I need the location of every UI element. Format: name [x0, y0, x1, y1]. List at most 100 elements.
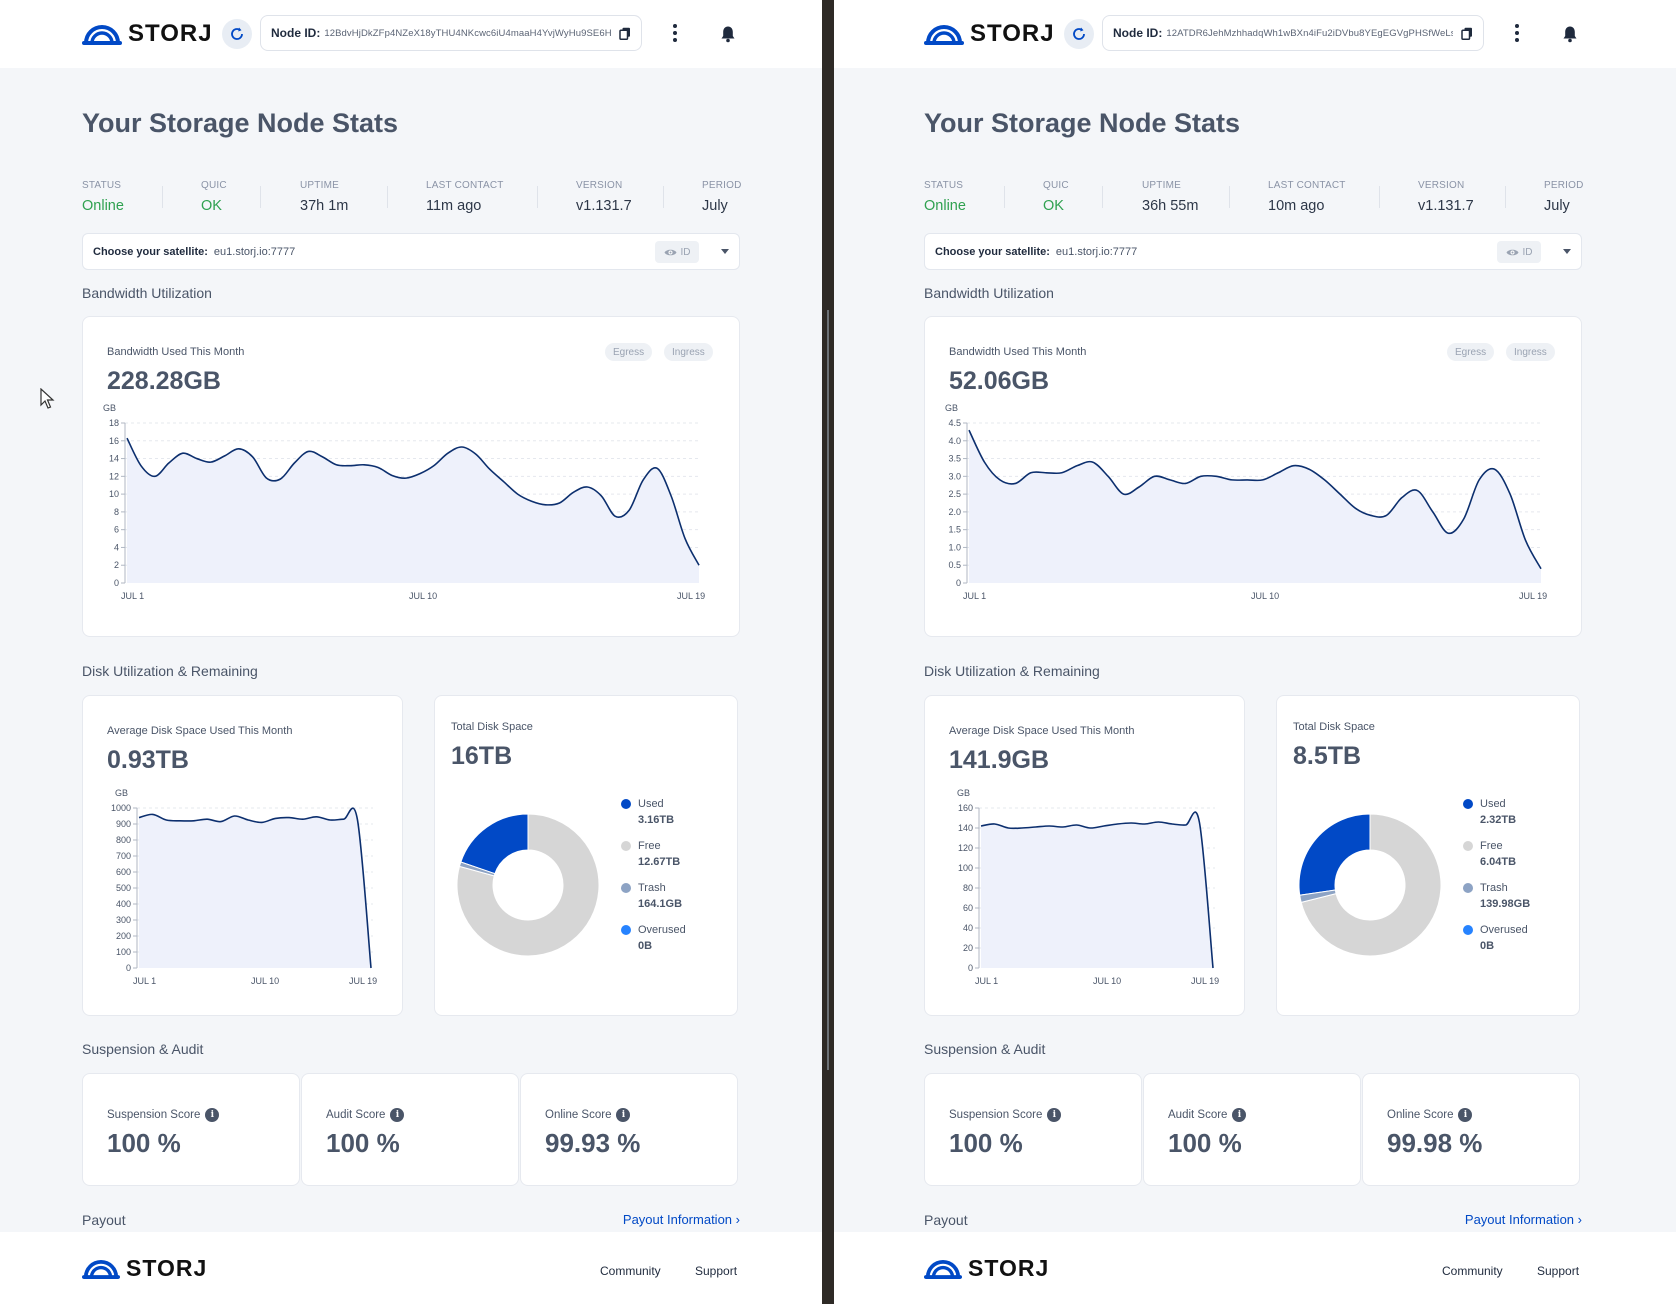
disk-section-title: Disk Utilization & Remaining	[82, 663, 258, 679]
total-disk-value: 16TB	[451, 742, 513, 770]
info-icon[interactable]: i	[1232, 1108, 1247, 1122]
footer-support-link[interactable]: Support	[1537, 1264, 1580, 1278]
node-stats-row: STATUS Online QUIC OK UPTIME 37h 1m LAST CO…	[82, 180, 742, 220]
legend-overused-label: Overused	[638, 924, 686, 936]
stat-uptime-label: UPTIME	[300, 180, 339, 191]
legend-overused-swatch	[1463, 925, 1473, 935]
area-fill	[127, 438, 699, 583]
footer-community-link[interactable]: Community	[600, 1264, 661, 1278]
footer-storj-logo[interactable]: STORJ	[924, 1255, 1049, 1282]
legend-free-value: 6.04TB	[1480, 856, 1517, 868]
y-axis-unit: GB	[115, 788, 128, 798]
info-icon[interactable]: i	[1458, 1108, 1473, 1122]
stat-version: VERSION v1.131.7	[1418, 180, 1474, 214]
refresh-button[interactable]	[222, 19, 252, 49]
stat-status-value: Online	[82, 198, 124, 214]
y-tick-label: 900	[116, 819, 131, 829]
chevron-right-icon: ›	[1577, 1212, 1582, 1227]
footer-storj-logo[interactable]: STORJ	[82, 1255, 207, 1282]
disk-chart: GB 0 20 40 60 80 100 120 140 160 JUL 1 JUL 10 JUL 19	[957, 788, 1219, 986]
stat-last-contact-value: 11m ago	[426, 198, 482, 214]
storj-wordmark: STORJ	[970, 20, 1055, 47]
storj-wordmark: STORJ	[126, 1255, 208, 1281]
copy-node-id-button[interactable]	[619, 27, 631, 40]
info-icon[interactable]: i	[390, 1108, 405, 1122]
satellite-id-label: ID	[1522, 246, 1533, 258]
content-column: Your Storage Node Stats STATUS Online QUI…	[82, 0, 742, 1304]
y-tick-label: 4.0	[948, 436, 961, 446]
chevron-down-icon[interactable]	[721, 249, 729, 254]
bandwidth-card-label: Bandwidth Used This Month	[949, 346, 1087, 358]
y-tick-label: 200	[116, 931, 131, 941]
disk-avg-value: 141.9GB	[949, 746, 1050, 774]
y-tick-label: 6	[114, 525, 119, 535]
legend-used-label: Used	[638, 798, 664, 810]
info-icon[interactable]: i	[205, 1108, 220, 1122]
storj-logo[interactable]: STORJ	[82, 20, 213, 48]
bell-icon[interactable]	[720, 25, 736, 43]
chevron-down-icon[interactable]	[1563, 249, 1571, 254]
legend-trash-label: Trash	[1480, 882, 1508, 894]
x-tick-label: JUL 1	[975, 976, 998, 986]
ingress-toggle[interactable]: Ingress	[1506, 343, 1555, 361]
audit-score-text: Audit Score	[326, 1109, 386, 1121]
audit-score-label: Audit Score i	[326, 1108, 405, 1122]
footer-community-link[interactable]: Community	[1442, 1264, 1503, 1278]
disk-legend: Used 2.32TB Free 6.04TB Trash 139.98GB Over…	[1463, 798, 1530, 966]
copy-node-id-button[interactable]	[1461, 27, 1473, 40]
bandwidth-chart: GB 0 2 4 6 8 10 12 14 16 18 JUL 1 JUL 10 JUL 19	[103, 403, 705, 601]
storj-logo-icon	[924, 1260, 962, 1279]
audit-score-card: Audit Score i 100 %	[1143, 1073, 1361, 1186]
satellite-selector[interactable]: Choose your satellite: eu1.storj.io:7777…	[82, 233, 740, 270]
stat-status-label: STATUS	[924, 180, 964, 191]
egress-toggle[interactable]: Egress	[605, 343, 653, 361]
info-icon[interactable]: i	[1047, 1108, 1062, 1122]
y-axis-unit: GB	[945, 403, 958, 413]
stat-period: PERIOD July	[1544, 180, 1584, 214]
stat-last-contact: LAST CONTACT 10m ago	[1268, 180, 1346, 214]
footer: STORJ Community Support	[834, 1232, 1676, 1304]
ingress-toggle[interactable]: Ingress	[664, 343, 713, 361]
legend-free-swatch	[1463, 841, 1473, 851]
satellite-id-toggle[interactable]: ID	[655, 241, 699, 263]
info-icon[interactable]: i	[616, 1108, 631, 1122]
eye-icon	[664, 249, 676, 255]
egress-toggle[interactable]: Egress	[1447, 343, 1495, 361]
suspension-score-value: 100 %	[107, 1128, 181, 1158]
y-tick-label: 2.0	[948, 507, 961, 517]
legend-trash-label: Trash	[638, 882, 666, 894]
node-id-label: Node ID:	[271, 26, 321, 40]
refresh-icon	[1073, 27, 1085, 40]
stat-period-label: PERIOD	[702, 180, 742, 191]
split-divider[interactable]	[822, 0, 834, 1304]
chevron-right-icon: ›	[735, 1212, 740, 1227]
stat-last-contact-value: 10m ago	[1268, 198, 1325, 214]
stat-uptime: UPTIME 37h 1m	[300, 180, 348, 214]
refresh-button[interactable]	[1064, 19, 1094, 49]
stat-quic-label: QUIC	[201, 180, 227, 191]
legend-used: Used 2.32TB	[1463, 798, 1530, 826]
satellite-id-label: ID	[680, 246, 691, 258]
kebab-menu-icon[interactable]	[1515, 24, 1519, 42]
satellite-id-toggle[interactable]: ID	[1497, 241, 1541, 263]
footer-support-link[interactable]: Support	[695, 1264, 738, 1278]
payout-information-link[interactable]: Payout Information ›	[1465, 1212, 1582, 1227]
satellite-selector[interactable]: Choose your satellite: eu1.storj.io:7777…	[924, 233, 1582, 270]
legend-free-swatch	[621, 841, 631, 851]
disk-avg-card: Average Disk Space Used This Month 0.93T…	[82, 695, 403, 1016]
split-grip[interactable]	[827, 310, 829, 1070]
payout-information-text: Payout Information	[1464, 1212, 1575, 1227]
kebab-menu-icon[interactable]	[673, 24, 677, 42]
y-tick-label: 3.0	[948, 471, 961, 481]
y-tick-label: 2	[114, 560, 119, 570]
y-tick-label: 2.5	[948, 489, 961, 499]
stat-period: PERIOD July	[702, 180, 742, 214]
mouse-cursor-icon	[40, 388, 55, 409]
payout-information-link[interactable]: Payout Information ›	[623, 1212, 740, 1227]
x-tick-label: JUL 19	[677, 591, 705, 601]
bell-icon[interactable]	[1562, 25, 1578, 43]
online-score-label: Online Score i	[545, 1108, 631, 1122]
disk-avg-value: 0.93TB	[107, 746, 189, 774]
online-score-value: 99.98 %	[1387, 1128, 1483, 1158]
storj-logo[interactable]: STORJ	[924, 20, 1055, 48]
